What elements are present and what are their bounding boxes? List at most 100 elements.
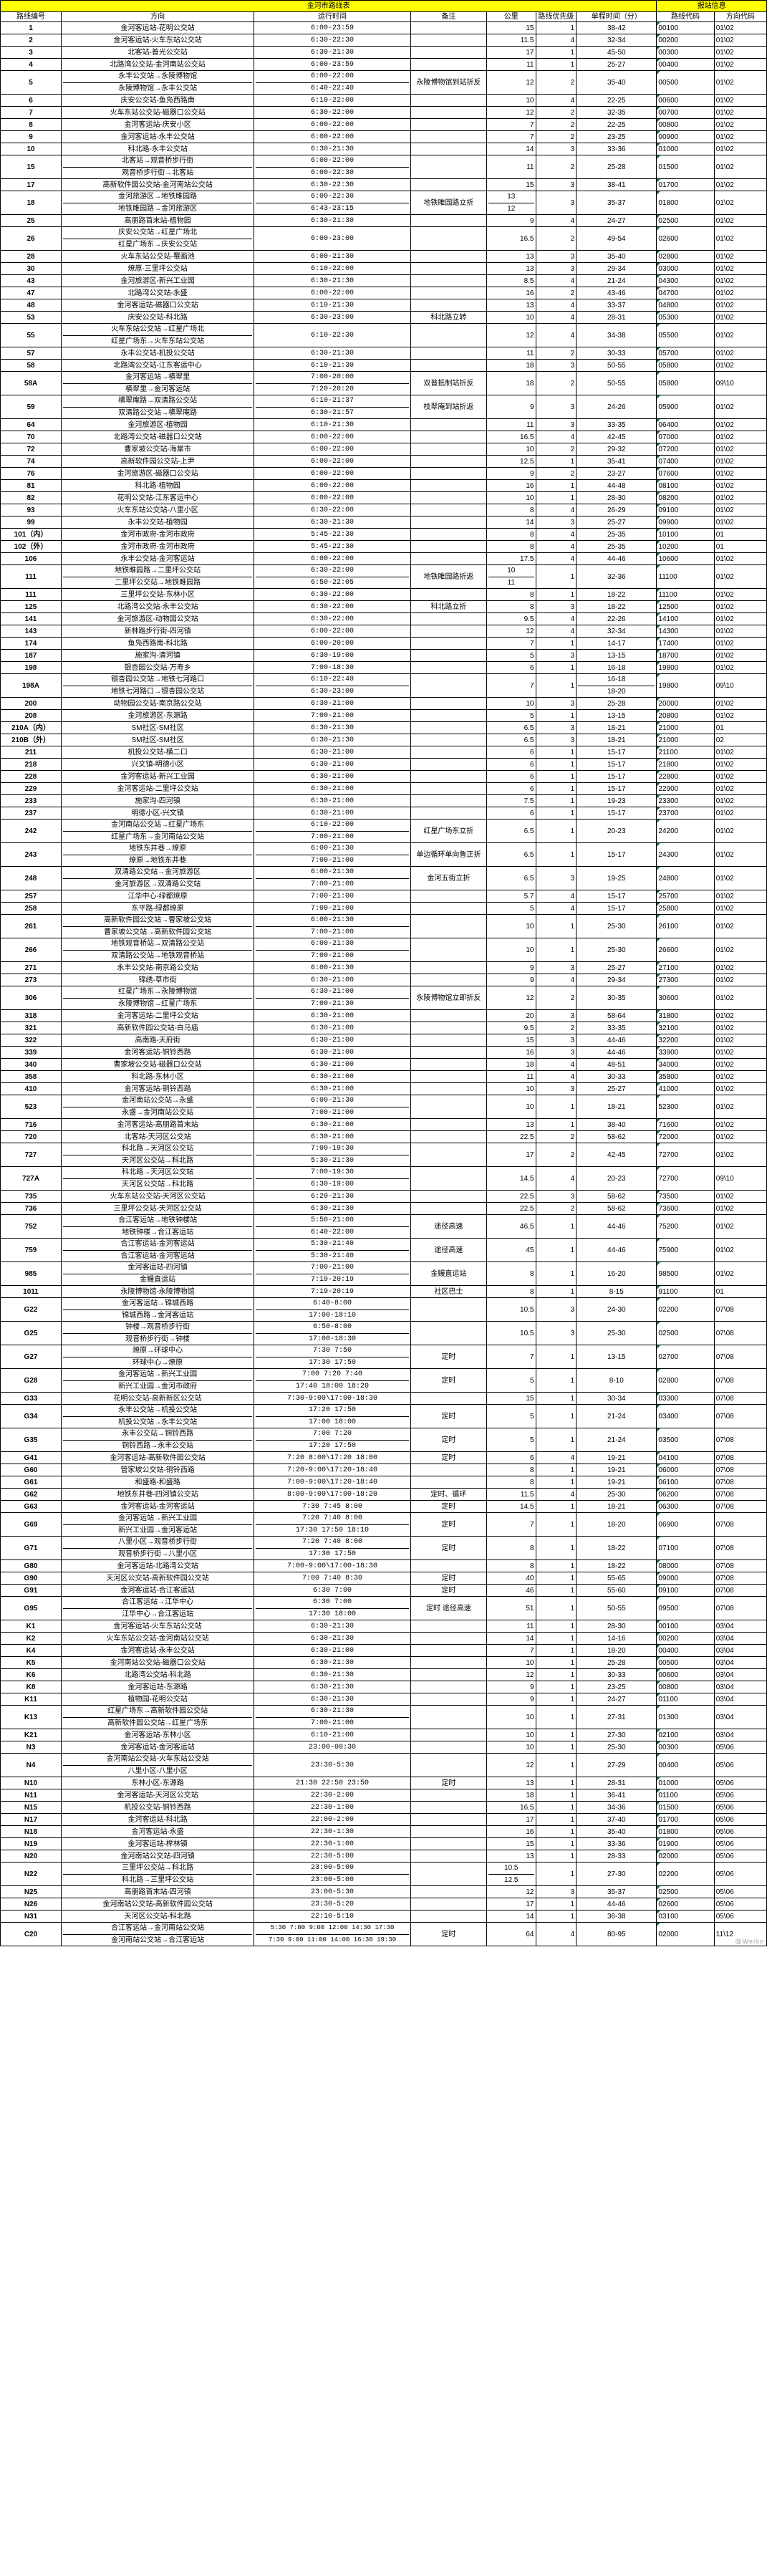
route-km: 6 xyxy=(486,770,536,783)
route-code: 19800 xyxy=(656,673,715,698)
table-row: N19 金河客运站-榉林镇 22:30-1:00 15 1 33-36 01900 05\06 xyxy=(0,1837,767,1850)
route-run-time: 6:30-21:00 xyxy=(254,1009,411,1022)
direction-code: 05\06 xyxy=(713,1910,767,1923)
route-run-time: 6:30-21:00 xyxy=(254,1118,411,1131)
route-run-time: 7:20 7:40 8:00 17:30 17:50 xyxy=(254,1536,411,1560)
route-priority: 4 xyxy=(535,1166,577,1191)
table-row: G62 地铁东井巷-四河镇公交站 8:00-9:00\17:00-18:20 定时、循… xyxy=(0,1488,767,1501)
route-run-time: 6:00-22:00 xyxy=(254,130,411,143)
route-km: 12 xyxy=(486,1753,536,1777)
route-duration: 18-21 xyxy=(576,1095,657,1119)
route-priority: 4 xyxy=(535,94,577,107)
direction-code: 01\02 xyxy=(713,287,767,299)
route-number: G91 xyxy=(0,1584,62,1597)
direction-code: 01\02 xyxy=(713,842,767,867)
route-code: 98500 xyxy=(656,1261,715,1286)
route-direction: 金河南站公交站→永盛 永盛→金河南站公交站 xyxy=(61,1095,255,1119)
direction-code: 07\08 xyxy=(713,1488,767,1501)
direction-code: 05\06 xyxy=(713,1813,767,1826)
route-code: 09900 xyxy=(656,516,715,529)
route-priority: 1 xyxy=(535,1850,577,1863)
direction-code: 01\02 xyxy=(713,866,767,890)
route-km: 12 xyxy=(486,323,536,347)
route-priority: 1 xyxy=(535,1368,577,1393)
direction-code: 07\08 xyxy=(713,1297,767,1322)
table-row: 53 庆安公交站-科北路 6:30-23:00 科北路立转 10 4 28-31 05300 0… xyxy=(0,311,767,324)
route-priority: 1 xyxy=(535,1464,577,1476)
route-direction: 金河旅游区-东源路 xyxy=(61,709,255,722)
route-km: 6.5 xyxy=(486,842,536,867)
route-km: 9 xyxy=(486,961,536,974)
direction-code: 07\08 xyxy=(713,1321,767,1345)
route-note: 单边循环单向鲁正折 xyxy=(410,842,488,867)
col-dir-code: 方向代码 xyxy=(713,11,767,22)
route-duration: 15-17 xyxy=(576,770,657,783)
route-duration: 44-46 xyxy=(576,1238,657,1262)
table-row: G71 八里小区→观音桥步行街 观音桥步行街→八里小区 7:20 7:40 8:00 1… xyxy=(0,1536,767,1560)
table-row: 102（外） 金河市政府-金河市政府 5:45-22:30 8 4 25-35 10200 0… xyxy=(0,540,767,553)
route-run-time: 7:00-9:00\17:20-18:40 xyxy=(254,1476,411,1489)
route-number: N11 xyxy=(0,1789,62,1802)
route-code: 24300 xyxy=(656,842,715,867)
route-km: 16 xyxy=(486,1825,536,1838)
route-code: 25700 xyxy=(656,890,715,903)
route-number: G33 xyxy=(0,1392,62,1405)
route-number: 1011 xyxy=(0,1285,62,1298)
route-code: 09100 xyxy=(656,504,715,516)
route-note xyxy=(410,528,488,541)
route-priority: 3 xyxy=(535,1297,577,1322)
route-direction: 地铁雎园路→二里坪公交站 二里坪公交站→地铁雎园路 xyxy=(61,564,255,589)
route-note xyxy=(410,443,488,456)
route-km: 12 xyxy=(486,1668,536,1681)
route-direction: 曹家坡公交站-磁器口公交站 xyxy=(61,1058,255,1071)
route-run-time: 6:30-21:30 xyxy=(254,734,411,746)
route-note xyxy=(410,46,488,59)
route-priority: 2 xyxy=(535,1202,577,1215)
direction-code: 07\08 xyxy=(713,1345,767,1369)
route-km: 5 xyxy=(486,902,536,915)
table-row: 58A 金河客运站→横翠里 横翠里→金河客运站 7:00-20:00 7:20-20:2… xyxy=(0,371,767,395)
route-code: 08200 xyxy=(656,491,715,504)
table-row: 210B（外） SM社区-SM社区 6:30-21:30 6.5 3 18-21 21000… xyxy=(0,734,767,746)
route-run-time: 22:30-5:00 xyxy=(254,1850,411,1863)
route-duration: 13-15 xyxy=(576,1345,657,1369)
route-km: 11 xyxy=(486,1070,536,1083)
route-number: 26 xyxy=(0,226,62,251)
route-km: 22.5 xyxy=(486,1202,536,1215)
route-direction: 金河客运站→新兴工业园 新兴工业园→金河市政府 xyxy=(61,1368,255,1393)
route-direction: 金河客运站-科北路 xyxy=(61,1813,255,1826)
route-priority: 4 xyxy=(535,34,577,47)
route-km: 17 xyxy=(486,46,536,59)
table-row: 125 北路湾公交站-永丰公交站 6:30-22:00 科北路立折 8 3 18-22 125… xyxy=(0,600,767,613)
route-code: 22900 xyxy=(656,782,715,795)
route-code: 22800 xyxy=(656,770,715,783)
route-priority: 2 xyxy=(535,70,577,95)
page-title: 金河市路线表 xyxy=(0,0,657,12)
table-row: 716 金河客运站-高朋路首末站 6:30-21:00 13 1 38-40 71600 01… xyxy=(0,1118,767,1131)
route-code: 20000 xyxy=(656,697,715,710)
route-run-time: 17:20 17:50 17:00 18:00 xyxy=(254,1404,411,1428)
route-run-time: 23:00-00:30 xyxy=(254,1741,411,1754)
route-priority: 3 xyxy=(535,649,577,662)
table-row: N3 金河客运站-金河客运站 23:00-00:30 10 1 25-30 00300 05\… xyxy=(0,1741,767,1754)
route-km: 8 xyxy=(486,1464,536,1476)
route-run-time: 6:30-21:30 xyxy=(254,1620,411,1633)
route-priority: 1 xyxy=(535,1512,577,1537)
route-direction: 庆安公交站-科北路 xyxy=(61,311,255,324)
route-code: 07100 xyxy=(656,1536,715,1560)
route-run-time: 6:30-21:00 xyxy=(254,1034,411,1047)
table-row: 257 江华中心-绿都燎原 7:00-21:00 5.7 4 15-17 25700 01\0… xyxy=(0,890,767,903)
route-run-time: 7:20 8:00\17:20 18:00 xyxy=(254,1451,411,1464)
route-number: 273 xyxy=(0,974,62,986)
route-priority: 1 xyxy=(535,1825,577,1838)
direction-code: 01 xyxy=(713,528,767,541)
route-direction: 庆安公交站→红星广场北 红星广场东→庆安公交站 xyxy=(61,226,255,251)
route-duration: 20-23 xyxy=(576,1166,657,1191)
route-priority: 3 xyxy=(535,1034,577,1047)
route-run-time: 7:00-18:30 xyxy=(254,661,411,674)
route-priority: 1 xyxy=(535,1668,577,1681)
route-run-time: 6:00-20:00 xyxy=(254,637,411,650)
route-number: 2 xyxy=(0,34,62,47)
route-duration: 44-48 xyxy=(576,479,657,492)
table-row: 8 金河客运站-庆安小区 6:00-22:00 7 2 22-25 00800 01\02 xyxy=(0,118,767,131)
